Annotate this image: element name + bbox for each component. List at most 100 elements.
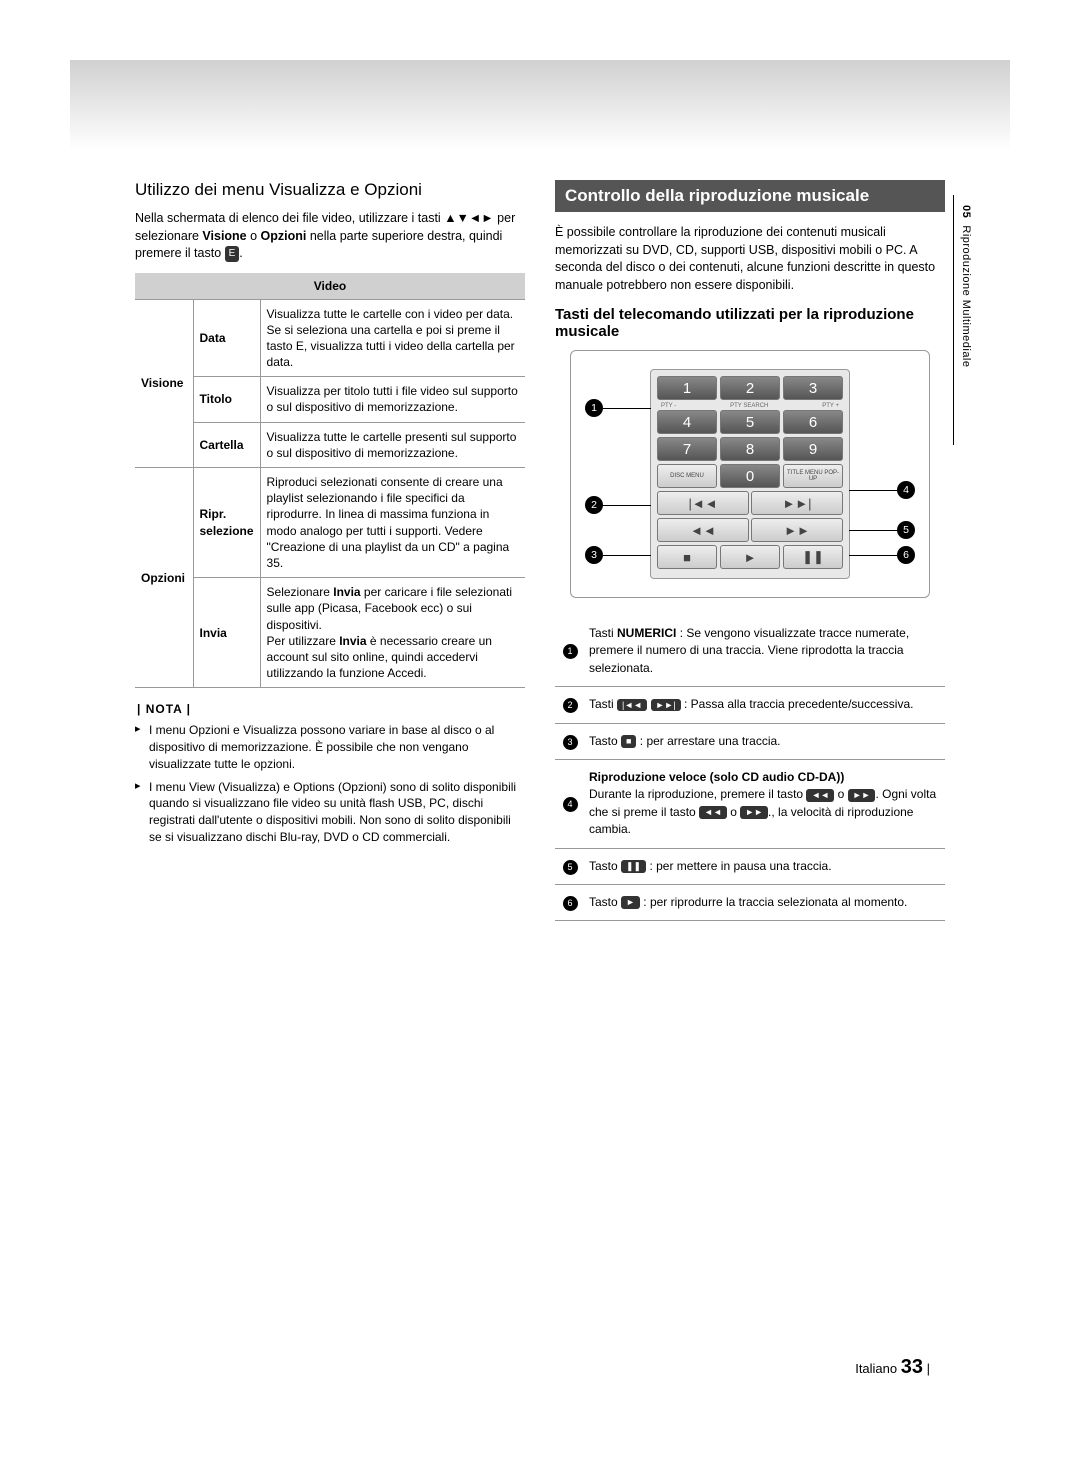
callout-line <box>849 490 897 491</box>
t: Selezionare <box>267 585 334 599</box>
page-top-shadow <box>70 60 1010 150</box>
t: Tasti <box>589 626 617 640</box>
row-num-icon: 6 <box>563 896 578 911</box>
remote-diagram: 1 2 3 PTY - PTY SEARCH PTY + 4 5 6 7 8 9 D… <box>570 350 930 598</box>
callout-2-icon: 2 <box>585 496 603 514</box>
cell-label: Ripr. selezione <box>193 468 260 578</box>
play-icon: ► <box>621 896 640 909</box>
keypad-0: 0 <box>720 464 780 488</box>
row-group-visione: Visione <box>135 299 193 468</box>
keypad-7: 7 <box>657 437 717 461</box>
enter-icon: E <box>225 246 240 262</box>
keypad-3: 3 <box>783 376 843 400</box>
t: Tasto <box>589 734 621 748</box>
title-menu-key: TITLE MENU POP-UP <box>783 464 843 488</box>
callout-5-icon: 5 <box>897 521 915 539</box>
right-subheading: Tasti del telecomando utilizzati per la … <box>555 306 945 340</box>
right-column: Controllo della riproduzione musicale È … <box>555 180 945 921</box>
row-desc: Tasto ❚❚ : per mettere in pausa una trac… <box>585 848 945 884</box>
rewind-key: ◄◄ <box>657 518 749 542</box>
t: o <box>834 787 847 801</box>
t: , visualizza tutti i video della cartell… <box>267 339 515 369</box>
t: PTY + <box>822 403 839 409</box>
disc-menu-key: DISC MENU <box>657 464 717 488</box>
keypad-1: 1 <box>657 376 717 400</box>
note-item: I menu Opzioni e Visualizza possono vari… <box>135 722 525 772</box>
play-key: ► <box>720 545 780 569</box>
chapter-title: Riproduzione Multimediale <box>960 225 972 367</box>
table-header: Video <box>135 273 525 300</box>
callout-line <box>603 555 651 556</box>
t: : per riprodurre la traccia selezionata … <box>640 895 907 909</box>
note-item: I menu View (Visualizza) e Options (Opzi… <box>135 779 525 846</box>
callout-1-icon: 1 <box>585 399 603 417</box>
t: o <box>727 805 740 819</box>
next-icon: ►►| <box>651 699 681 712</box>
video-table: Video Visione Data Visualizza tutte le c… <box>135 273 525 689</box>
footer-language: Italiano <box>855 1361 897 1376</box>
right-intro: È possibile controllare la riproduzione … <box>555 224 945 294</box>
callout-line <box>603 505 651 506</box>
cell-desc: Riproduci selezionati consente di creare… <box>260 468 525 578</box>
cell-desc: Visualizza tutte le cartelle con i video… <box>260 299 525 377</box>
button-desc-table: 1 Tasti NUMERICI : Se vengono visualizza… <box>555 616 945 921</box>
cell-label: Data <box>193 299 260 377</box>
chapter-number: 05 <box>960 205 972 218</box>
intro-text: . <box>239 246 242 260</box>
t: : Passa alla traccia precedente/successi… <box>681 697 914 711</box>
row-desc: Tasto ► : per riprodurre la traccia sele… <box>585 884 945 920</box>
row-desc: Riproduzione veloce (solo CD audio CD-DA… <box>585 759 945 848</box>
fast-forward-key: ►► <box>751 518 843 542</box>
intro-text: Nella schermata di elenco dei file video… <box>135 211 441 225</box>
left-column: Utilizzo dei menu Visualizza e Opzioni N… <box>135 180 525 921</box>
enter-icon: E <box>296 339 304 353</box>
intro-bold: Visione <box>202 229 246 243</box>
page-number: 33 <box>901 1356 923 1378</box>
t: NUMERICI <box>617 626 676 640</box>
arrow-icons: ▲▼◄► <box>444 211 494 225</box>
keypad-8: 8 <box>720 437 780 461</box>
t: : per mettere in pausa una traccia. <box>646 859 831 873</box>
callout-6-icon: 6 <box>897 546 915 564</box>
right-heading: Controllo della riproduzione musicale <box>555 180 945 212</box>
keypad-5: 5 <box>720 410 780 434</box>
keypad-9: 9 <box>783 437 843 461</box>
nota-label: | NOTA | <box>137 702 525 716</box>
keypad-4: 4 <box>657 410 717 434</box>
footer-bar: | <box>923 1361 930 1376</box>
cell-label: Invia <box>193 578 260 688</box>
cell-label: Titolo <box>193 377 260 422</box>
callout-line <box>603 408 651 409</box>
cell-desc: Selezionare Invia per caricare i file se… <box>260 578 525 688</box>
row-num-icon: 1 <box>563 644 578 659</box>
intro-bold: Opzioni <box>261 229 307 243</box>
prev-icon: |◄◄ <box>617 699 647 712</box>
row-group-opzioni: Opzioni <box>135 468 193 688</box>
t: Per utilizzare <box>267 634 340 648</box>
chapter-tab: 05 Riproduzione Multimediale <box>960 205 972 368</box>
t: PTY - <box>661 403 676 409</box>
callout-4-icon: 4 <box>897 481 915 499</box>
row-num-icon: 2 <box>563 698 578 713</box>
t: Tasto <box>589 895 621 909</box>
stop-icon: ■ <box>621 735 636 748</box>
row-desc: Tasto ■ : per arrestare una traccia. <box>585 723 945 759</box>
page-footer: Italiano 33 | <box>855 1356 930 1379</box>
row-num-icon: 4 <box>563 797 578 812</box>
left-intro: Nella schermata di elenco dei file video… <box>135 210 525 263</box>
remote-body: 1 2 3 PTY -PTY SEARCHPTY + 4 5 6 7 8 9 D… <box>650 369 850 579</box>
row-num-icon: 5 <box>563 860 578 875</box>
rewind-icon: ◄◄ <box>699 806 727 819</box>
t: Durante la riproduzione, premere il tast… <box>589 787 806 801</box>
t: PTY SEARCH <box>730 403 768 409</box>
forward-icon: ►► <box>848 789 876 802</box>
pause-icon: ❚❚ <box>621 860 646 873</box>
callout-line <box>849 555 897 556</box>
cell-desc: Visualizza tutte le cartelle presenti su… <box>260 422 525 467</box>
t: Riproduzione veloce (solo CD audio CD-DA… <box>589 770 844 784</box>
t: Tasto <box>589 859 621 873</box>
t: Invia <box>333 585 360 599</box>
keypad-2: 2 <box>720 376 780 400</box>
t: Invia <box>339 634 366 648</box>
t: Tasti <box>589 697 617 711</box>
